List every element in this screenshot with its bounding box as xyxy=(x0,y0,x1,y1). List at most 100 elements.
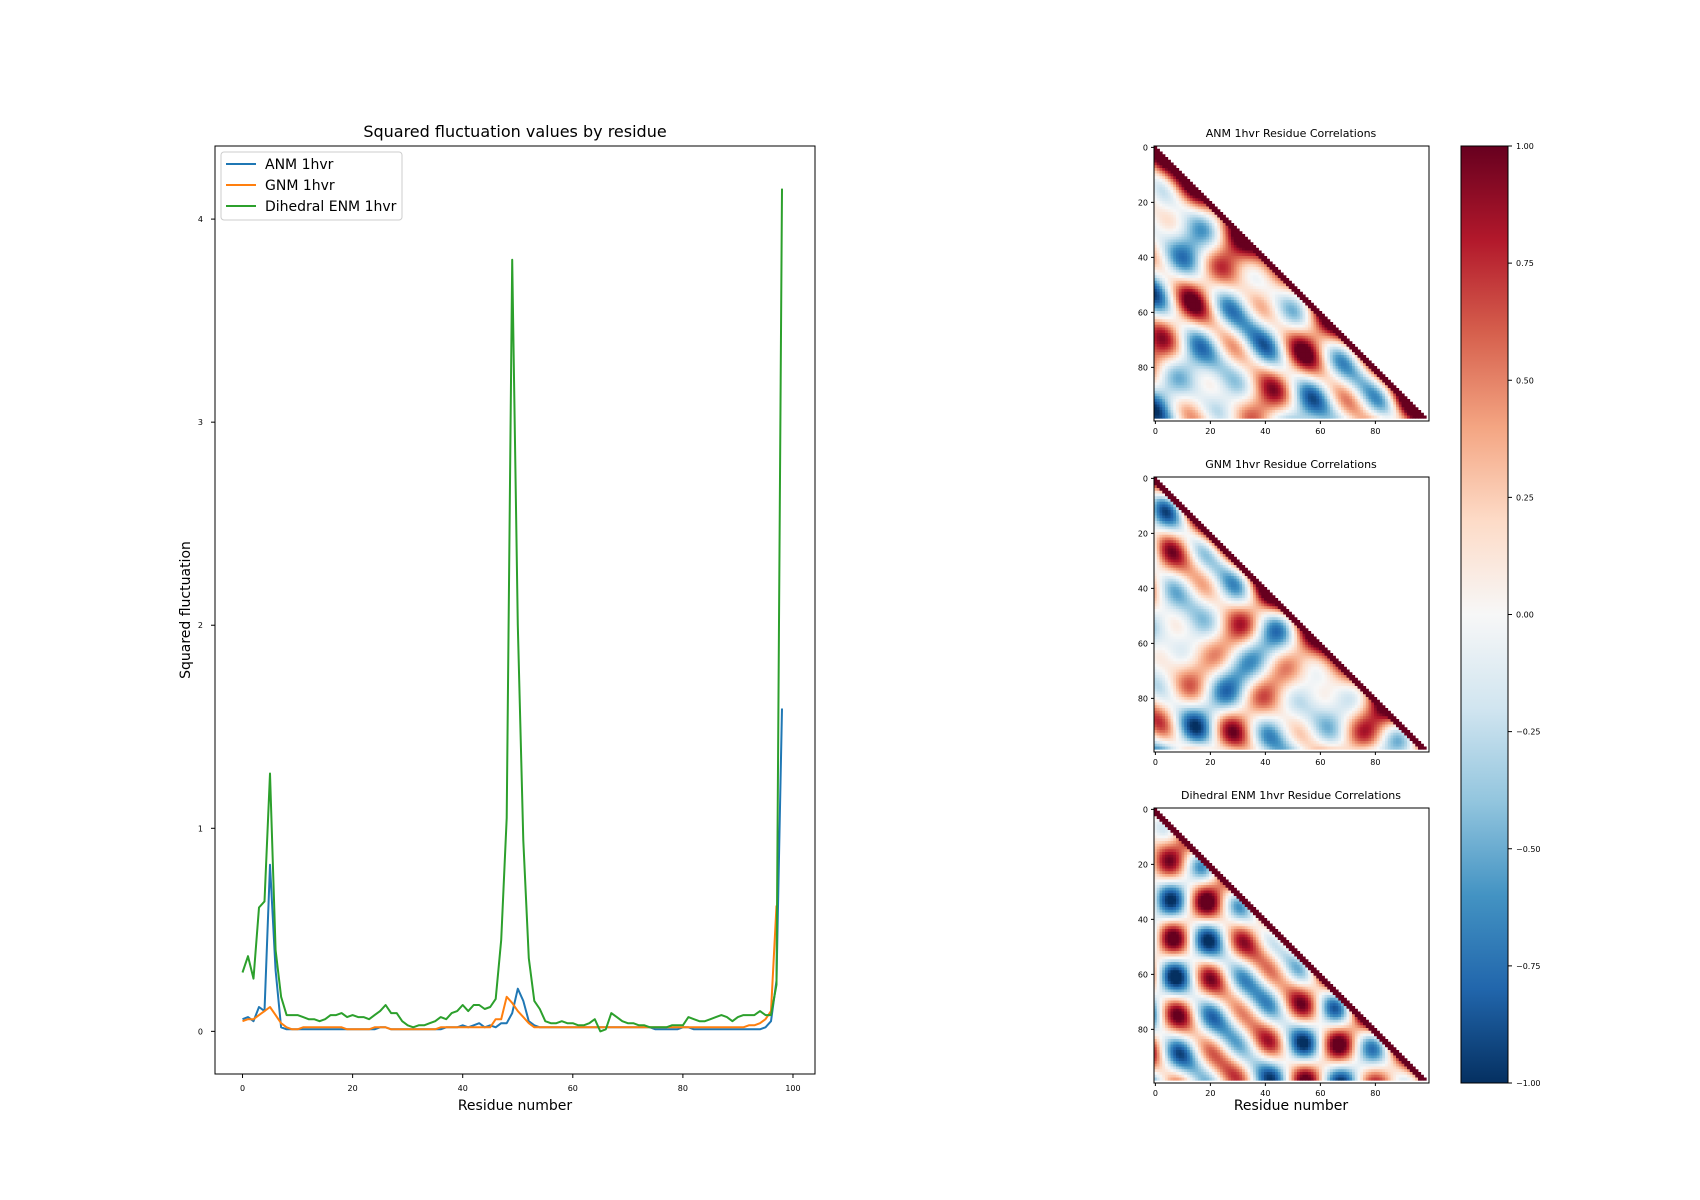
heatmap-cell xyxy=(1401,407,1405,411)
heatmap-cell xyxy=(1308,404,1312,408)
heatmap-cell xyxy=(1217,291,1221,295)
heatmap-cell xyxy=(1352,401,1356,405)
heatmap-cell xyxy=(1236,278,1240,282)
heatmap-cell xyxy=(1324,341,1328,345)
heatmap-cell xyxy=(1255,407,1259,411)
heatmap-cell xyxy=(1247,272,1251,276)
heatmap-cell xyxy=(1363,388,1367,392)
heatmap-cell xyxy=(1349,410,1353,414)
heatmap-cell xyxy=(1294,344,1298,348)
heatmap-cell xyxy=(1247,374,1251,378)
heatmap-cell xyxy=(1376,404,1380,408)
heatmap-cell xyxy=(1253,385,1257,389)
heatmap-cell xyxy=(1192,214,1196,218)
heatmap-cell xyxy=(1264,404,1268,408)
heatmap-cell xyxy=(1214,388,1218,392)
heatmap-cell xyxy=(1297,415,1301,419)
heatmap-cell xyxy=(1233,360,1237,364)
heatmap-cell xyxy=(1173,173,1177,177)
heatmap-cell xyxy=(1308,390,1312,394)
heatmap-cell xyxy=(1159,275,1163,279)
heatmap-cell xyxy=(1181,333,1185,337)
heatmap-cell xyxy=(1286,341,1290,345)
heatmap-cell xyxy=(1261,338,1265,342)
heatmap-cell xyxy=(1192,236,1196,240)
heatmap-cell xyxy=(1195,399,1199,403)
heatmap-cell xyxy=(1167,289,1171,293)
heatmap-cell xyxy=(1332,401,1336,405)
heatmap-cell xyxy=(1269,399,1273,403)
heatmap-cell xyxy=(1299,363,1303,367)
heatmap-cell xyxy=(1236,379,1240,383)
heatmap-cell xyxy=(1178,344,1182,348)
heatmap-cell xyxy=(1341,349,1345,353)
heatmap-cell xyxy=(1396,412,1400,416)
heatmap-cell xyxy=(1159,247,1163,251)
heatmap-cell xyxy=(1385,388,1389,392)
heatmap-cell xyxy=(1275,341,1279,345)
heatmap-cell xyxy=(1154,146,1158,150)
heatmap-cell xyxy=(1261,374,1265,378)
heatmap-cell xyxy=(1250,275,1254,279)
heatmap-cell xyxy=(1374,382,1378,386)
heatmap-cell xyxy=(1220,245,1224,249)
heatmap-cell xyxy=(1184,234,1188,238)
heatmap-cell xyxy=(1162,157,1166,161)
heatmap-cell xyxy=(1330,335,1334,339)
heatmap-cell xyxy=(1341,368,1345,372)
x-tick-label: 80 xyxy=(678,1084,688,1093)
heatmap-cell xyxy=(1264,407,1268,411)
heatmap-cell xyxy=(1206,247,1210,251)
heatmap-cell xyxy=(1346,396,1350,400)
heatmap-cell xyxy=(1162,231,1166,235)
heatmap-cell xyxy=(1217,360,1221,364)
heatmap-cell xyxy=(1242,349,1246,353)
heatmap-cell xyxy=(1233,410,1237,414)
heatmap-cell xyxy=(1206,330,1210,334)
heatmap-cell xyxy=(1181,286,1185,290)
heatmap-cell xyxy=(1275,311,1279,315)
heatmap-cell xyxy=(1217,209,1221,213)
heatmap-cell xyxy=(1178,341,1182,345)
heatmap-cell xyxy=(1178,300,1182,304)
heatmap-cell xyxy=(1200,407,1204,411)
heatmap-cell xyxy=(1360,355,1364,359)
heatmap-cell xyxy=(1288,311,1292,315)
heatmap-cell xyxy=(1247,371,1251,375)
heatmap-cell xyxy=(1305,363,1309,367)
heatmap-cell xyxy=(1302,399,1306,403)
heatmap-cell xyxy=(1313,311,1317,315)
heatmap-cell xyxy=(1338,363,1342,367)
heatmap-cell xyxy=(1387,385,1391,389)
heatmap-cell xyxy=(1195,198,1199,202)
heatmap-cell xyxy=(1176,300,1180,304)
heatmap-cell xyxy=(1189,225,1193,229)
heatmap-cell xyxy=(1255,341,1259,345)
heatmap-cell xyxy=(1165,410,1169,414)
heatmap-cell xyxy=(1280,297,1284,301)
heatmap-cell xyxy=(1198,330,1202,334)
heatmap-cell xyxy=(1319,377,1323,381)
heatmap-cell xyxy=(1206,234,1210,238)
heatmap-cell xyxy=(1239,371,1243,375)
heatmap-cell xyxy=(1341,357,1345,361)
heatmap-cell xyxy=(1198,289,1202,293)
heatmap-cell xyxy=(1220,286,1224,290)
heatmap-cell xyxy=(1181,187,1185,191)
heatmap-cell xyxy=(1181,278,1185,282)
heatmap-cell xyxy=(1165,261,1169,265)
heatmap-cell xyxy=(1258,355,1262,359)
heatmap-cell xyxy=(1294,385,1298,389)
heatmap-cell xyxy=(1272,264,1276,268)
heatmap-cell xyxy=(1261,407,1265,411)
heatmap-cell xyxy=(1297,327,1301,331)
heatmap-cell xyxy=(1206,245,1210,249)
heatmap-cell xyxy=(1299,316,1303,320)
heatmap-cell xyxy=(1261,385,1265,389)
heatmap-cell xyxy=(1253,377,1257,381)
heatmap-cell xyxy=(1294,305,1298,309)
heatmap-cell xyxy=(1277,319,1281,323)
heatmap-cell xyxy=(1192,302,1196,306)
heatmap-cell xyxy=(1308,300,1312,304)
heatmap-cell xyxy=(1233,349,1237,353)
